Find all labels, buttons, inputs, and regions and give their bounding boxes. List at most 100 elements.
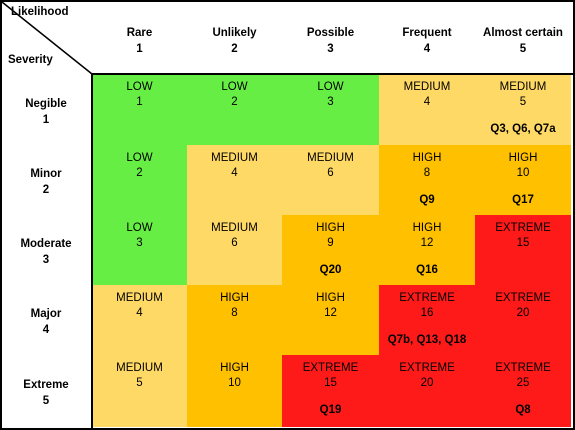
risk-level: EXTREME [302, 362, 359, 374]
question-refs: Q8 [515, 404, 531, 416]
risk-level: EXTREME [399, 362, 455, 374]
question-refs: Q17 [512, 194, 534, 206]
risk-score: 12 [324, 307, 337, 319]
risk-level: MEDIUM [116, 362, 163, 374]
severity-header-2: Minor 2 [0, 166, 92, 198]
severity-header-5: Extreme 5 [0, 377, 92, 409]
severity-name: Major [30, 308, 62, 320]
severity-number: 3 [42, 254, 50, 266]
risk-level: EXTREME [495, 362, 551, 374]
risk-score: 10 [228, 377, 241, 389]
likelihood-name: Frequent [402, 27, 452, 39]
risk-cell-3-1: LOW 3 [92, 215, 187, 285]
risk-score: 16 [420, 307, 434, 319]
likelihood-header-1: Rare 1 [92, 25, 187, 57]
risk-cell-5-2: HIGH 10 [187, 355, 282, 427]
risk-score: 4 [136, 307, 143, 319]
risk-cell-4-4: EXTREME 16 Q7b, Q13, Q18 [379, 285, 475, 355]
risk-score: 15 [516, 237, 530, 249]
likelihood-name: Possible [306, 27, 355, 39]
risk-score: 20 [420, 377, 434, 389]
risk-cell-3-2: MEDIUM 6 [187, 215, 282, 285]
risk-level: MEDIUM [307, 152, 354, 164]
severity-number: 1 [42, 113, 50, 126]
risk-cell-2-5: HIGH 10 Q17 [475, 145, 571, 215]
risk-level: LOW [126, 222, 153, 234]
severity-name: Moderate [20, 238, 72, 250]
risk-level: HIGH [412, 152, 442, 164]
risk-cell-2-2: MEDIUM 4 [187, 145, 282, 215]
likelihood-axis-label: Likelihood [11, 6, 69, 18]
risk-level: MEDIUM [499, 81, 547, 93]
severity-axis-label: Severity [8, 54, 53, 66]
risk-level: HIGH [220, 292, 249, 304]
grid-border [91, 73, 575, 430]
likelihood-number: 4 [423, 43, 431, 55]
risk-cell-2-4: HIGH 8 Q9 [379, 145, 475, 215]
risk-score: 10 [516, 167, 530, 179]
risk-level: MEDIUM [211, 222, 258, 234]
likelihood-number: 5 [519, 43, 527, 55]
likelihood-number: 2 [231, 43, 238, 55]
risk-score: 6 [231, 237, 238, 249]
question-refs: Q7b, Q13, Q18 [387, 334, 467, 346]
likelihood-name: Almost certain [483, 27, 563, 39]
likelihood-header-5: Almost certain 5 [475, 25, 571, 57]
risk-score: 4 [423, 96, 431, 108]
risk-cell-5-5: EXTREME 25 Q8 [475, 355, 571, 427]
risk-level: HIGH [508, 152, 538, 164]
likelihood-number: 3 [327, 43, 334, 55]
risk-cell-5-1: MEDIUM 5 [92, 355, 187, 427]
question-refs: Q3, Q6, Q7a [490, 123, 556, 135]
risk-score: 8 [423, 167, 431, 179]
risk-level: EXTREME [495, 292, 551, 304]
risk-score: 3 [327, 96, 334, 108]
risk-score: 15 [324, 377, 337, 389]
risk-cell-5-3: EXTREME 15 Q19 [282, 355, 379, 427]
question-refs: Q19 [319, 404, 342, 416]
risk-level: HIGH [316, 292, 345, 304]
risk-score: 12 [420, 237, 434, 249]
risk-score: 20 [516, 307, 530, 319]
risk-score: 6 [327, 167, 334, 179]
risk-level: EXTREME [495, 222, 551, 234]
severity-name: Minor [30, 168, 62, 180]
severity-number: 4 [42, 324, 50, 336]
risk-level: HIGH [412, 222, 442, 234]
risk-cell-1-4: MEDIUM 4 [379, 74, 475, 145]
risk-cell-1-2: LOW 2 [187, 74, 282, 145]
severity-header-4: Major 4 [0, 306, 92, 338]
risk-cell-3-5: EXTREME 15 [475, 215, 571, 285]
risk-score: 2 [231, 96, 238, 108]
risk-level: MEDIUM [403, 81, 451, 93]
severity-number: 2 [42, 184, 50, 196]
severity-name: Extreme [23, 379, 69, 391]
severity-number: 5 [42, 395, 50, 407]
risk-level: LOW [317, 81, 344, 93]
severity-name: Negible [25, 97, 67, 110]
risk-cell-4-3: HIGH 12 [282, 285, 379, 355]
risk-level: HIGH [220, 362, 249, 374]
risk-cell-3-4: HIGH 12 Q16 [379, 215, 475, 285]
severity-header-1: Negible 1 [0, 96, 92, 128]
risk-score: 8 [231, 307, 238, 319]
risk-score: 5 [519, 96, 527, 108]
severity-header-3: Moderate 3 [0, 236, 92, 268]
risk-level: LOW [126, 81, 153, 93]
question-refs: Q20 [319, 264, 342, 276]
likelihood-number: 1 [136, 43, 143, 55]
likelihood-name: Rare [126, 27, 153, 39]
likelihood-header-3: Possible 3 [282, 25, 379, 57]
risk-score: 3 [136, 237, 143, 249]
risk-level: LOW [126, 152, 153, 164]
question-refs: Q9 [419, 194, 435, 206]
risk-score: 5 [136, 377, 143, 389]
risk-score: 25 [516, 377, 530, 389]
risk-cell-4-1: MEDIUM 4 [92, 285, 187, 355]
risk-level: LOW [221, 81, 248, 93]
question-refs: Q16 [416, 264, 438, 276]
risk-cell-3-3: HIGH 9 Q20 [282, 215, 379, 285]
